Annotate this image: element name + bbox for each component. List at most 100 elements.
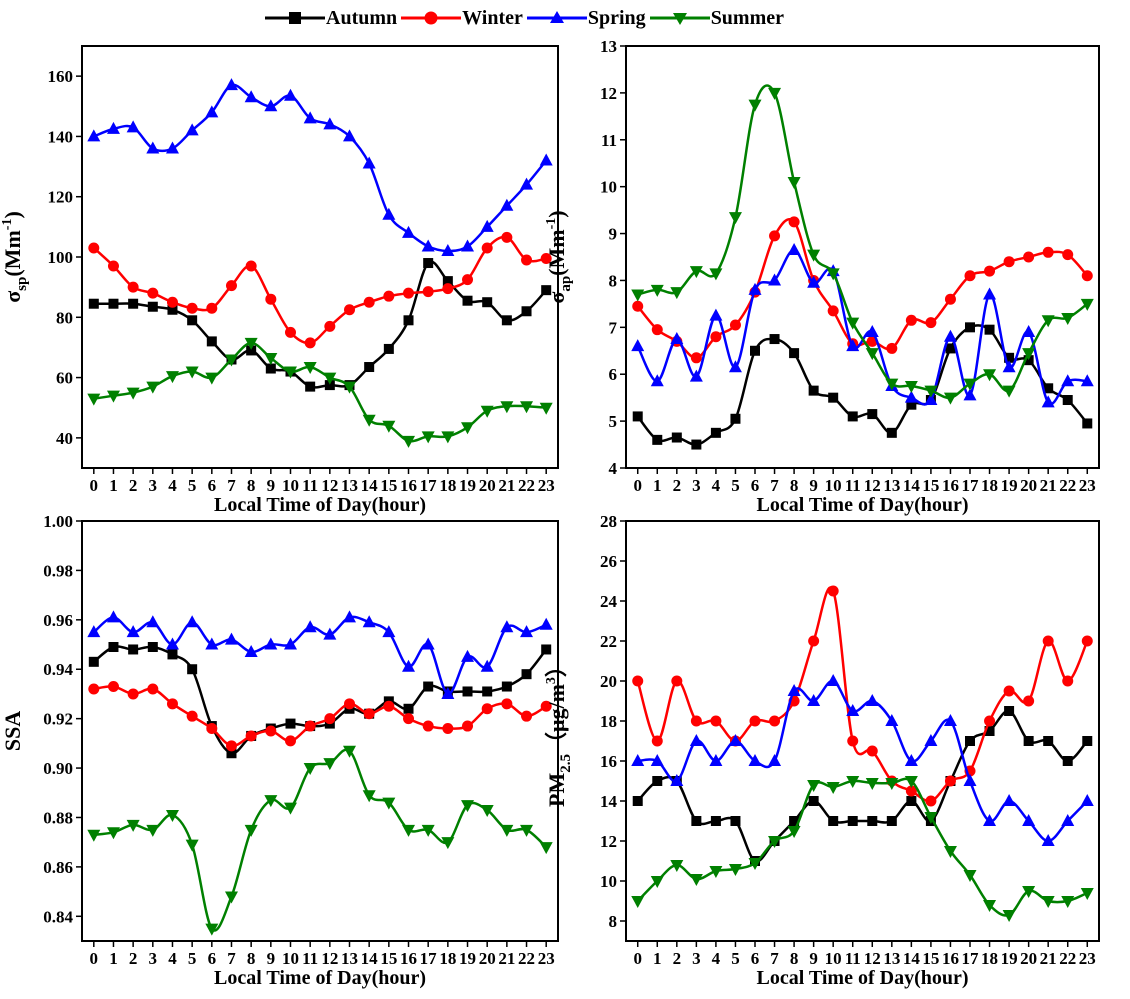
data-point-autumn <box>521 306 532 317</box>
x-axis-label: Local Time of Day(hour) <box>214 967 426 989</box>
data-point-summer <box>1002 385 1016 398</box>
data-point-summer <box>461 422 475 435</box>
x-tick-label: 15 <box>380 949 397 968</box>
data-point-winter <box>88 683 100 695</box>
x-tick-label: 0 <box>90 949 99 968</box>
data-point-summer <box>1022 886 1036 898</box>
data-point-autumn <box>789 816 800 826</box>
data-point-spring <box>343 610 357 623</box>
data-point-summer <box>421 824 435 837</box>
x-tick-label: 15 <box>922 949 939 968</box>
data-point-autumn <box>867 409 878 420</box>
data-point-spring <box>650 374 664 387</box>
x-tick-label: 6 <box>751 949 760 968</box>
data-point-winter <box>383 700 395 712</box>
y-label-sup: -1 <box>544 218 559 230</box>
x-tick-label: 9 <box>267 949 276 968</box>
data-point-autumn <box>808 385 819 396</box>
x-tick-label: 4 <box>168 476 177 495</box>
data-point-winter <box>403 713 415 725</box>
data-point-autumn <box>147 642 158 652</box>
data-point-winter <box>481 703 493 715</box>
data-point-spring <box>87 625 101 638</box>
data-point-autumn <box>482 686 493 697</box>
data-point-spring <box>303 111 317 124</box>
plot-frame <box>625 520 1100 942</box>
data-point-spring <box>826 674 840 686</box>
data-point-spring <box>924 393 938 406</box>
x-tick-label: 21 <box>1040 949 1057 968</box>
data-point-summer <box>1061 896 1075 908</box>
data-point-winter <box>1042 246 1054 258</box>
data-point-winter <box>521 254 533 266</box>
data-point-autumn <box>671 432 682 443</box>
data-point-winter <box>442 723 454 735</box>
data-point-spring <box>106 610 120 623</box>
data-point-winter <box>769 230 781 242</box>
x-tick-label: 7 <box>770 476 779 495</box>
data-point-spring <box>865 325 879 338</box>
data-point-winter <box>422 720 434 732</box>
data-point-summer <box>924 385 938 398</box>
data-point-autumn <box>442 276 453 287</box>
data-point-winter <box>1062 249 1074 261</box>
x-tick-label: 14 <box>361 476 379 495</box>
data-point-autumn <box>769 334 780 345</box>
data-point-autumn <box>632 796 643 806</box>
data-point-autumn <box>730 413 741 424</box>
data-point-spring <box>539 617 553 630</box>
y-tick-label: 12 <box>600 84 617 103</box>
x-tick-label: 7 <box>770 949 779 968</box>
data-point-summer <box>768 87 782 100</box>
data-point-spring <box>205 637 219 650</box>
x-tick-label: 1 <box>109 949 118 968</box>
data-point-spring <box>689 369 703 382</box>
x-tick-label: 20 <box>479 476 496 495</box>
data-point-autumn <box>147 301 158 312</box>
y-tick-label: 14 <box>600 792 618 811</box>
x-tick-label: 23 <box>538 476 555 495</box>
data-point-summer <box>1041 315 1055 328</box>
data-point-autumn <box>462 686 473 697</box>
x-tick-label: 8 <box>790 476 799 495</box>
data-point-spring <box>126 120 140 133</box>
y-label-unit: (Mm <box>0 230 25 276</box>
x-tick-label: 17 <box>962 476 980 495</box>
y-tick-label: 10 <box>600 872 617 891</box>
data-point-winter <box>847 735 859 747</box>
data-point-winter <box>107 681 119 693</box>
data-point-winter <box>481 242 493 254</box>
data-point-winter <box>501 231 513 243</box>
data-point-winter <box>166 698 178 710</box>
series-line-autumn <box>93 260 548 389</box>
data-point-spring <box>323 117 337 130</box>
x-tick-label: 10 <box>282 949 299 968</box>
y-tick-label: 0.92 <box>43 710 73 729</box>
data-point-spring <box>402 659 416 672</box>
data-point-spring <box>983 287 997 300</box>
x-tick-label: 1 <box>653 949 662 968</box>
data-point-winter <box>1081 270 1093 282</box>
data-point-spring <box>1022 814 1036 826</box>
data-point-spring <box>146 141 160 154</box>
data-point-spring <box>689 734 703 746</box>
x-tick-label: 21 <box>1040 476 1057 495</box>
y-label-main: σ <box>544 292 569 304</box>
data-point-winter <box>206 302 218 314</box>
y-label-sub: ap <box>558 276 574 292</box>
x-tick-label: 22 <box>1059 949 1076 968</box>
y-label-main: PM <box>544 773 569 807</box>
data-point-winter <box>886 342 898 354</box>
data-point-winter <box>344 304 356 316</box>
data-point-winter <box>1023 695 1035 707</box>
data-point-autumn <box>108 298 119 309</box>
data-point-autumn <box>1043 383 1054 394</box>
data-point-autumn <box>423 681 434 692</box>
y-tick-label: 7 <box>609 318 618 337</box>
data-point-summer <box>728 212 742 225</box>
data-point-autumn <box>285 718 296 729</box>
data-point-summer <box>689 874 703 886</box>
data-point-winter <box>363 296 375 308</box>
data-point-spring <box>264 637 278 650</box>
series-line-spring <box>92 615 547 696</box>
